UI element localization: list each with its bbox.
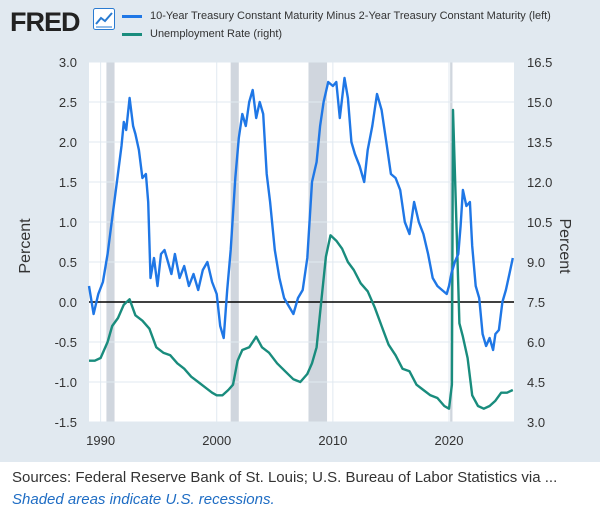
series-layer — [87, 76, 514, 410]
right-tick-label: 15.0 — [527, 95, 552, 110]
legend-label-unemployment: Unemployment Rate (right) — [150, 28, 283, 40]
legend-item-spread[interactable]: 10-Year Treasury Constant Maturity Minus… — [122, 9, 551, 23]
left-tick-label: -1.0 — [55, 375, 77, 390]
x-tick-label: 2000 — [202, 433, 231, 448]
recession-note: Shaded areas indicate U.S. recessions. — [12, 491, 275, 508]
left-tick-label: 2.5 — [59, 95, 77, 110]
right-axis-ticks: 16.5 15.0 13.5 12.0 10.5 9.0 7.5 6.0 4.5 3.0 — [527, 55, 552, 430]
right-tick-label: 12.0 — [527, 175, 552, 190]
legend-swatch-unemployment — [122, 32, 142, 36]
left-tick-label: -1.5 — [55, 415, 77, 430]
legend-label-spread: 10-Year Treasury Constant Maturity Minus… — [150, 10, 551, 22]
source-text: Sources: Federal Reserve Bank of St. Lou… — [12, 469, 558, 486]
left-tick-label: 0.0 — [59, 295, 77, 310]
plot-area — [89, 62, 514, 422]
right-tick-label: 10.5 — [527, 215, 552, 230]
x-tick-label: 1990 — [86, 433, 115, 448]
chart-svg: 3.0 2.5 2.0 1.5 1.0 0.5 0.0 -0.5 -1.0 -1.5 16.5 15… — [17, 55, 573, 448]
legend-swatch-spread — [122, 14, 142, 18]
left-tick-label: 3.0 — [59, 55, 77, 70]
right-tick-label: 9.0 — [527, 255, 545, 270]
x-tick-label: 2020 — [435, 433, 464, 448]
right-tick-label: 16.5 — [527, 55, 552, 70]
left-tick-label: 0.5 — [59, 255, 77, 270]
x-tick-label: 2010 — [318, 433, 347, 448]
recession-band-1 — [230, 62, 239, 422]
gridlines — [89, 61, 514, 423]
line-chart-icon — [93, 8, 115, 30]
spread-line — [87, 76, 514, 352]
legend-item-unemployment[interactable]: Unemployment Rate (right) — [122, 27, 282, 41]
left-tick-label: 1.5 — [59, 175, 77, 190]
right-tick-label: 3.0 — [527, 415, 545, 430]
right-axis-label: Percent — [556, 218, 573, 274]
right-tick-label: 6.0 — [527, 335, 545, 350]
left-axis-label: Percent — [17, 218, 34, 274]
chart-header: FRED 10-Year Treasury Constant Maturity … — [0, 0, 600, 52]
right-tick-label: 7.5 — [527, 295, 545, 310]
chart-footer: Sources: Federal Reserve Bank of St. Lou… — [0, 462, 600, 513]
left-tick-label: -0.5 — [55, 335, 77, 350]
right-tick-label: 13.5 — [527, 135, 552, 150]
x-axis-ticks: 1990 2000 2010 2020 — [86, 433, 463, 448]
left-tick-label: 2.0 — [59, 135, 77, 150]
unemployment-line — [89, 108, 514, 410]
recession-band-0 — [106, 62, 115, 422]
fred-logo[interactable]: FRED — [10, 7, 80, 37]
right-tick-label: 4.5 — [527, 375, 545, 390]
left-tick-label: 1.0 — [59, 215, 77, 230]
recession-band-2 — [308, 62, 328, 422]
left-axis-ticks: 3.0 2.5 2.0 1.5 1.0 0.5 0.0 -0.5 -1.0 -1.5 — [55, 55, 77, 430]
